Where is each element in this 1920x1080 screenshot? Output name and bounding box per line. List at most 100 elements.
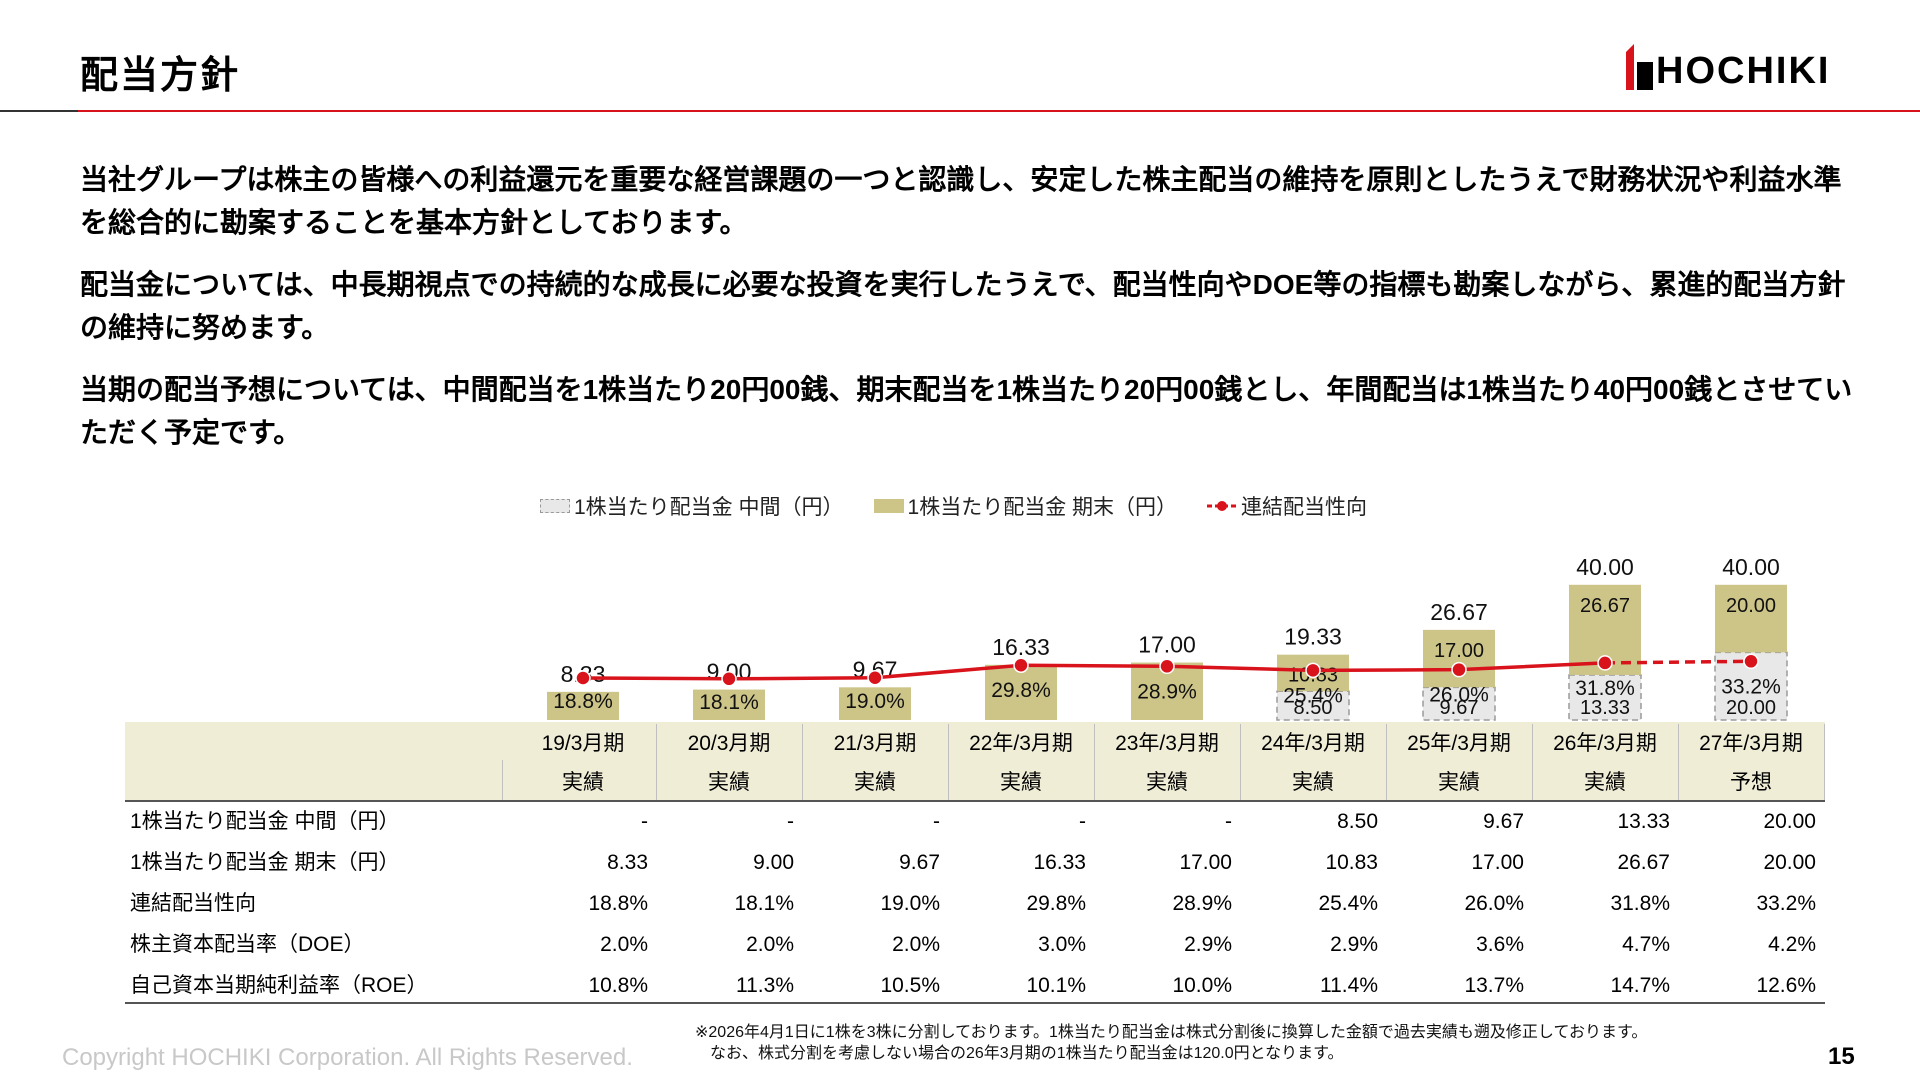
table-cell: 9.67 (899, 851, 940, 874)
payout-label: 18.8% (553, 690, 613, 713)
table-cell: 28.9% (1172, 892, 1232, 915)
legend-swatch-payout-line (1207, 501, 1238, 511)
period-header: 20/3月期 (687, 732, 771, 755)
legend-swatch-interim (540, 499, 570, 513)
legend-item-final: 1株当たり配当金 期末（円） (873, 491, 1177, 521)
bar-total-label: 26.67 (1430, 599, 1488, 625)
period-header: 19/3月期 (541, 732, 625, 755)
payout-label: 18.1% (699, 691, 759, 714)
legend-label-interim: 1株当たり配当金 中間（円） (574, 496, 844, 519)
bar-interim-label: 8.50 (1294, 697, 1333, 719)
header-separator (802, 724, 803, 800)
header-separator (948, 724, 949, 800)
table-cell: - (1225, 810, 1232, 833)
status-header: 実績 (1584, 771, 1626, 794)
period-header: 21/3月期 (833, 732, 917, 755)
table-cell: 20.00 (1763, 810, 1816, 833)
bar-final (547, 691, 619, 720)
header-separator (1532, 724, 1533, 800)
policy-paragraph-3: 当期の配当予想については、中間配当を1株当たり20円00銭、期末配当を1株当たり… (80, 374, 1853, 448)
chart-legend: 1株当たり配当金 中間（円） 1株当たり配当金 期末（円） 連結配当性向 (540, 488, 1397, 524)
payout-label: 19.0% (845, 690, 905, 713)
hochiki-logo: HOCHIKI (1626, 44, 1882, 92)
header-separator (1094, 724, 1095, 800)
bar-final (1715, 584, 1787, 653)
page-title: 配当方針 (80, 55, 241, 97)
table-cell: 10.8% (588, 974, 648, 997)
bar-final (1569, 584, 1641, 675)
table-cell: 9.67 (1483, 810, 1524, 833)
bar-total-label: 17.00 (1138, 632, 1196, 658)
bar-final-label: 17.00 (1434, 640, 1484, 662)
bar-interim (1276, 690, 1350, 721)
payout-label: 29.8% (991, 679, 1051, 702)
footnote-unadjusted: なお、株式分割を考慮しない場合の26年3月期の1株当たり配当金は120.0円とな… (710, 1045, 1344, 1062)
table-row-label: 株主資本配当率（DOE） (130, 933, 365, 956)
payout-label: 26.0% (1429, 684, 1489, 707)
bar-interim-label: 9.67 (1440, 697, 1479, 719)
table-cell: 25.4% (1318, 892, 1378, 915)
bar-total-label: 9.00 (707, 659, 752, 685)
payout-label: 25.4% (1283, 684, 1343, 707)
status-header: 実績 (1292, 771, 1334, 794)
bar-interim (1714, 651, 1788, 721)
bar-final (1277, 654, 1349, 692)
table-cell: 17.00 (1471, 851, 1524, 874)
period-header: 27年/3月期 (1699, 732, 1803, 755)
bar-final-label: 20.00 (1726, 595, 1776, 617)
status-header: 実績 (562, 771, 604, 794)
table-cell: 2.9% (1184, 933, 1232, 956)
payout-line-forecast (1604, 659, 1752, 665)
payout-point (1013, 657, 1029, 673)
table-cell: 11.3% (736, 974, 794, 997)
title-underline (0, 110, 1920, 112)
table-cell: 20.00 (1763, 851, 1816, 874)
header-separator (656, 724, 657, 800)
table-cell: 4.2% (1768, 933, 1816, 956)
header-separator (1824, 724, 1825, 800)
payout-point (1597, 655, 1613, 671)
table-cell: 2.0% (746, 933, 794, 956)
payout-point (867, 670, 883, 686)
table-rule-top (125, 800, 1825, 802)
bar-interim (1422, 686, 1496, 721)
bar-interim (1568, 674, 1642, 721)
table-cell: 2.0% (892, 933, 940, 956)
status-header: 実績 (1146, 771, 1188, 794)
payout-label: 33.2% (1721, 675, 1781, 698)
table-cell: 13.7% (1464, 974, 1524, 997)
bar-total-label: 40.00 (1576, 554, 1634, 580)
payout-point (575, 670, 591, 686)
period-header: 22年/3月期 (969, 732, 1073, 755)
status-header: 実績 (854, 771, 896, 794)
payout-label: 28.9% (1137, 680, 1197, 703)
header-separator (1240, 724, 1241, 800)
bar-interim-label: 20.00 (1726, 697, 1776, 719)
payout-point (1159, 658, 1175, 675)
title-underline-accent (0, 110, 78, 112)
bar-total-label: 16.33 (992, 634, 1050, 660)
table-cell: 17.00 (1179, 851, 1232, 874)
legend-item-interim: 1株当たり配当金 中間（円） (540, 491, 844, 521)
payout-point (1743, 653, 1759, 670)
status-header: 実績 (1000, 771, 1042, 794)
table-row-label: 自己資本当期純利益率（ROE） (130, 974, 428, 997)
table-cell: 10.83 (1325, 851, 1378, 874)
payout-point (1305, 662, 1321, 679)
table-row-label: 1株当たり配当金 中間（円） (130, 810, 400, 833)
bar-total-label: 9.67 (853, 656, 898, 682)
copyright: Copyright HOCHIKI Corporation. All Right… (62, 1044, 633, 1071)
bar-final (1131, 662, 1203, 720)
table-cell: 10.1% (1026, 974, 1086, 997)
page-number: 15 (1828, 1043, 1855, 1070)
table-cell: - (933, 810, 940, 833)
legend-label-payout: 連結配当性向 (1241, 496, 1368, 519)
table-cell: 8.50 (1337, 810, 1378, 833)
bar-final (839, 687, 911, 720)
payout-point (1451, 661, 1467, 678)
table-cell: 8.33 (607, 851, 648, 874)
header-separator (502, 760, 503, 800)
table-cell: 18.1% (734, 892, 794, 915)
table-cell: - (1079, 810, 1086, 833)
table-rule-bottom (125, 1002, 1825, 1004)
